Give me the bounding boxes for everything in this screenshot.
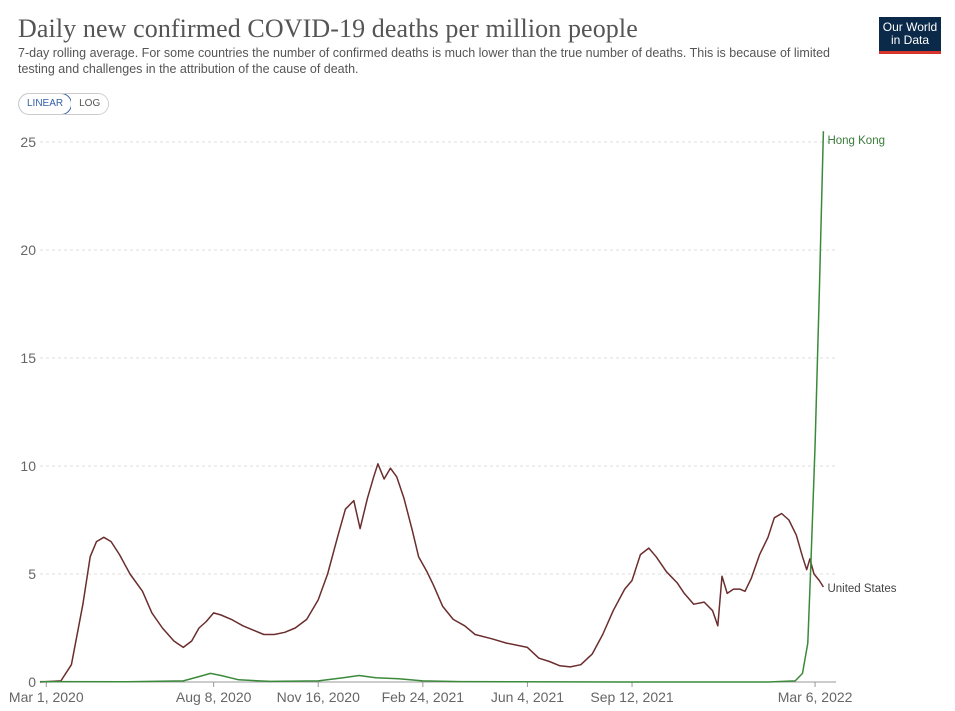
y-axis-ticks: 0 5 10 15 20 25 [20, 134, 36, 690]
y-tick-label: 5 [28, 566, 36, 582]
chart-title: Daily new confirmed COVID-19 deaths per … [18, 14, 638, 43]
x-tick-label: Sep 12, 2021 [590, 689, 674, 705]
x-tick-label: Jun 4, 2021 [491, 689, 564, 705]
x-tick-label: Mar 1, 2020 [9, 689, 84, 705]
y-tick-label: 25 [20, 134, 36, 150]
series-line-hong-kong[interactable] [39, 131, 825, 683]
grid-lines [40, 141, 836, 683]
series-line-united-states[interactable] [39, 463, 825, 683]
y-tick-label: 15 [20, 350, 36, 366]
logo-line-2: in Data [890, 33, 930, 47]
series-label-united-states: United States [827, 583, 896, 595]
y-tick-label: 20 [20, 242, 36, 258]
scale-toggle: LINEAR LOG [18, 93, 110, 115]
y-tick-label: 10 [20, 458, 36, 474]
chart-subtitle: 7-day rolling average. For some countrie… [18, 46, 830, 76]
x-tick-label: Nov 16, 2020 [277, 689, 360, 705]
series-labels: United States Hong Kong [827, 135, 896, 595]
logo-line-1: Our World [882, 20, 938, 34]
x-tick-label: Aug 8, 2020 [176, 689, 252, 705]
x-tick-label: Mar 6, 2022 [778, 689, 853, 705]
owid-logo[interactable]: Our World in Data [879, 17, 941, 54]
log-scale-button[interactable]: LOG [71, 94, 109, 114]
x-tick-label: Feb 24, 2021 [382, 689, 465, 705]
x-axis-ticks: Mar 1, 2020 Aug 8, 2020 Nov 16, 2020 Feb 24… [9, 682, 853, 705]
series-lines [39, 131, 825, 683]
y-tick-label: 0 [28, 674, 36, 690]
series-label-hong-kong: Hong Kong [827, 135, 885, 147]
